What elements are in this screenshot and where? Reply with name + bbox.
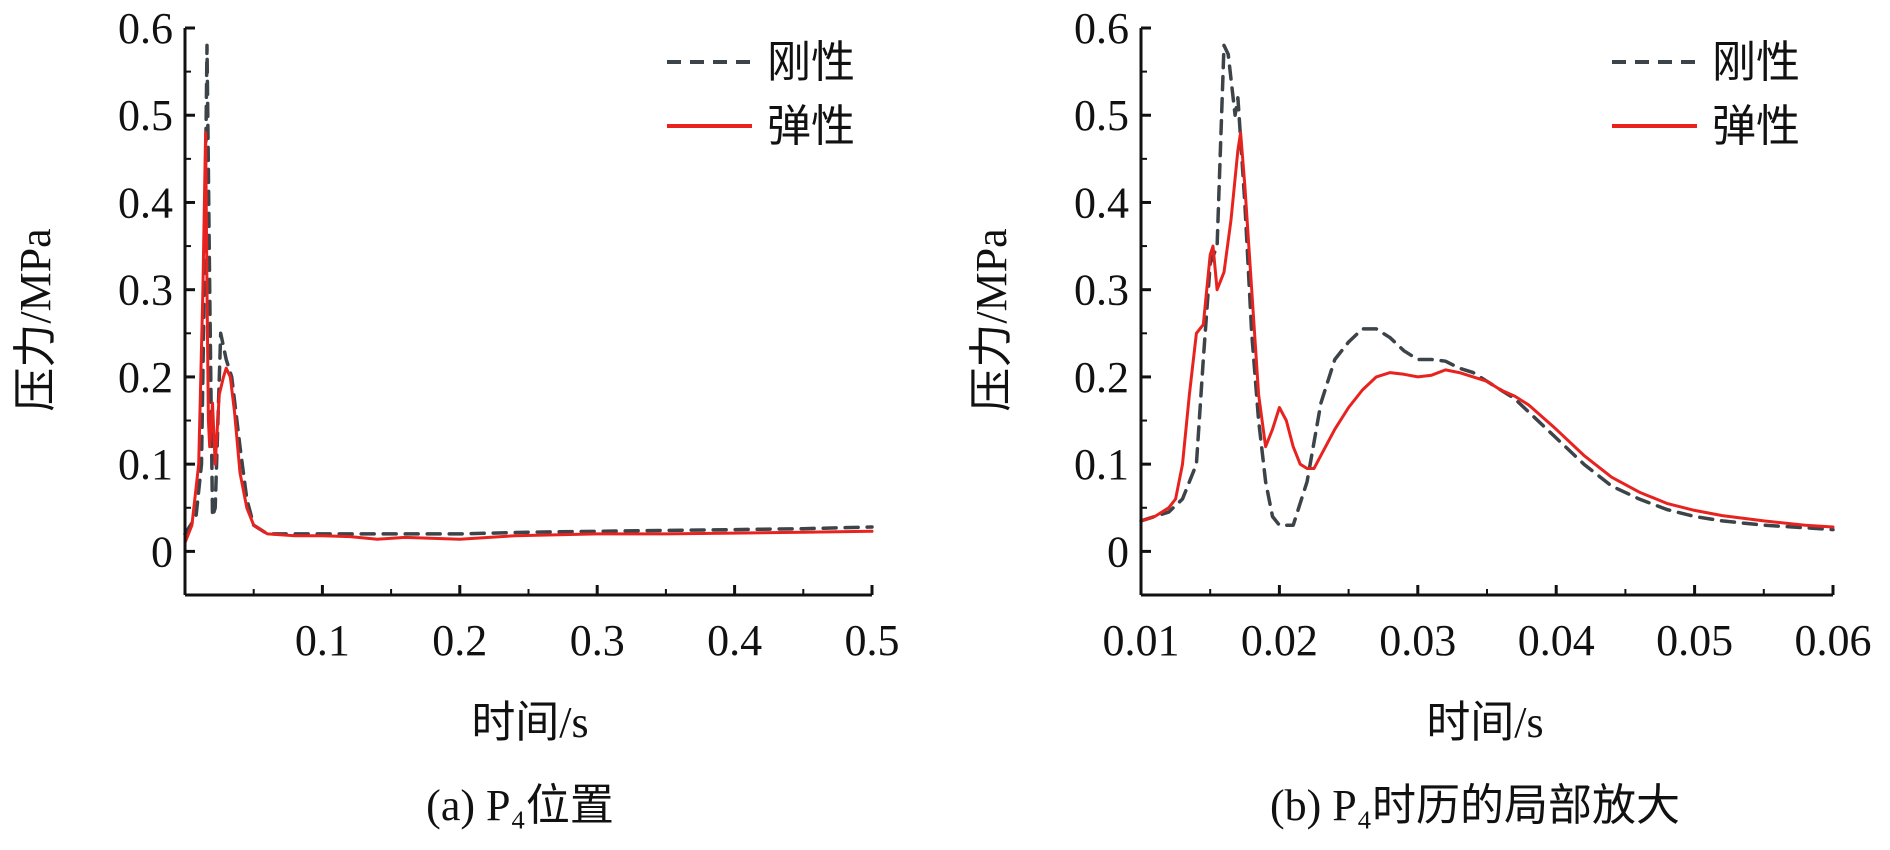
series-layer-b — [1139, 43, 1835, 532]
chart-panel-a: 0 0.1 0.2 0.3 0.4 0.5 0.6 0.1 0.2 0.3 0.4 0.5 压力/MP… — [11, 4, 900, 830]
legend-label-elastic-b: 弹性 — [1712, 102, 1800, 151]
y-tick-label: 0.2 — [1074, 353, 1129, 402]
legend-label-rigid-a: 刚性 — [767, 38, 855, 87]
y-tick-label: 0.3 — [118, 266, 173, 315]
y-tick-label: 0 — [151, 527, 173, 576]
x-tick-label: 0.03 — [1379, 616, 1456, 665]
legend-label-elastic-a: 弹性 — [767, 102, 855, 151]
x-tick-label: 0.04 — [1518, 616, 1595, 665]
x-tick-label: 0.02 — [1241, 616, 1318, 665]
caption-b: (b) P₄时历的局部放大 — [1270, 781, 1680, 830]
x-tick-label: 0.05 — [1656, 616, 1733, 665]
y-tick-label: 0.5 — [118, 91, 173, 140]
y-axis-label-b: 压力/MPa — [967, 228, 1016, 411]
series-line-elastic-b — [1139, 131, 1835, 529]
x-tick-label: 0.01 — [1103, 616, 1180, 665]
y-tick-label: 0.2 — [118, 353, 173, 402]
y-tick-label: 0.4 — [118, 178, 173, 227]
y-tick-label: 0.6 — [1074, 4, 1129, 53]
ticks-a: 0 0.1 0.2 0.3 0.4 0.5 0.6 0.1 0.2 0.3 0.4 0.5 — [118, 4, 900, 665]
x-tick-label: 0.2 — [432, 616, 487, 665]
y-axis-label-a: 压力/MPa — [11, 228, 60, 411]
chart-panel-b: 0 0.1 0.2 0.3 0.4 0.5 0.6 0.01 0.02 0.03 0.04 0.05 0… — [967, 4, 1872, 830]
x-tick-label: 0.1 — [295, 616, 350, 665]
y-tick-label: 0 — [1107, 527, 1129, 576]
legend-label-rigid-b: 刚性 — [1712, 38, 1800, 87]
series-layer-a — [183, 43, 874, 545]
x-axis-label-a: 时间/s — [471, 698, 588, 747]
x-tick-label: 0.06 — [1795, 616, 1872, 665]
legend-b: 刚性 弹性 — [1612, 38, 1800, 151]
x-axis-label-b: 时间/s — [1426, 698, 1543, 747]
series-line-rigid-a — [183, 43, 874, 536]
x-tick-label: 0.3 — [570, 616, 625, 665]
y-tick-label: 0.3 — [1074, 266, 1129, 315]
x-tick-label: 0.5 — [845, 616, 900, 665]
y-tick-label: 0.1 — [1074, 440, 1129, 489]
series-line-elastic-a — [183, 131, 874, 545]
ticks-b: 0 0.1 0.2 0.3 0.4 0.5 0.6 0.01 0.02 0.03 0.04 0.05 0… — [1074, 4, 1872, 665]
series-line-rigid-b — [1139, 43, 1835, 532]
y-tick-label: 0.5 — [1074, 91, 1129, 140]
caption-a: (a) P₄位置 — [426, 781, 614, 830]
y-tick-label: 0.6 — [118, 4, 173, 53]
legend-a: 刚性 弹性 — [667, 38, 855, 151]
x-tick-label: 0.4 — [707, 616, 762, 665]
y-tick-label: 0.1 — [118, 440, 173, 489]
y-tick-label: 0.4 — [1074, 178, 1129, 227]
